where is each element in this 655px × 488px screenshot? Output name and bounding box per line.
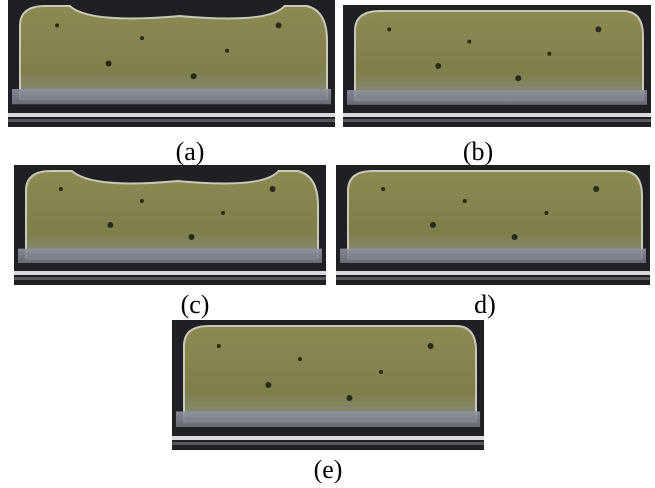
rail-dark — [172, 442, 484, 445]
pore — [387, 27, 391, 31]
rail — [343, 113, 651, 117]
rail-dark — [336, 277, 650, 280]
panel-label: (a) — [176, 137, 205, 166]
micrograph — [336, 165, 650, 285]
sample — [184, 326, 476, 421]
pore — [140, 199, 144, 203]
pore — [191, 73, 197, 79]
substrate — [12, 89, 331, 104]
rail — [336, 271, 650, 275]
panel-label: (e) — [314, 455, 343, 484]
pore — [381, 187, 385, 191]
pore — [265, 382, 271, 388]
pore — [55, 23, 59, 27]
pore — [512, 234, 518, 240]
sample — [348, 171, 642, 259]
pore — [346, 395, 352, 401]
pore — [107, 222, 113, 228]
page: {"panels": [{"label": "(a)"}, {"label": … — [0, 0, 655, 488]
pore — [221, 211, 225, 215]
substrate — [18, 249, 322, 263]
pore — [593, 186, 599, 192]
micrograph — [14, 165, 326, 285]
pore — [270, 186, 276, 192]
rail-dark — [343, 119, 651, 122]
figure: (a) (b) (c) d) (e) — [0, 0, 655, 488]
pore — [435, 63, 441, 69]
sample — [26, 171, 318, 259]
rail-dark — [14, 277, 326, 280]
pore — [428, 343, 434, 349]
pore — [106, 61, 112, 67]
panel-label: d) — [474, 290, 496, 319]
pore — [544, 211, 548, 215]
micrograph — [343, 5, 651, 127]
micrograph — [172, 320, 484, 450]
rail — [8, 113, 335, 117]
pore — [225, 49, 229, 53]
micrograph — [8, 0, 335, 127]
panel-label: (b) — [463, 137, 493, 166]
pore — [547, 52, 551, 56]
pore — [430, 222, 436, 228]
pore — [515, 75, 521, 81]
substrate — [347, 90, 647, 105]
pore — [595, 26, 601, 32]
rail — [172, 436, 484, 440]
pore — [463, 199, 467, 203]
pore — [298, 357, 302, 361]
pore — [59, 187, 63, 191]
pore — [276, 22, 282, 28]
substrate — [176, 411, 480, 427]
sample — [355, 11, 643, 100]
pore — [379, 370, 383, 374]
panel-label: (c) — [181, 290, 210, 319]
rail-dark — [8, 119, 335, 122]
pore — [140, 36, 144, 40]
sample — [20, 6, 327, 99]
pore — [217, 344, 221, 348]
pore — [188, 234, 194, 240]
pore — [467, 40, 471, 44]
rail — [14, 271, 326, 275]
substrate — [340, 249, 646, 263]
